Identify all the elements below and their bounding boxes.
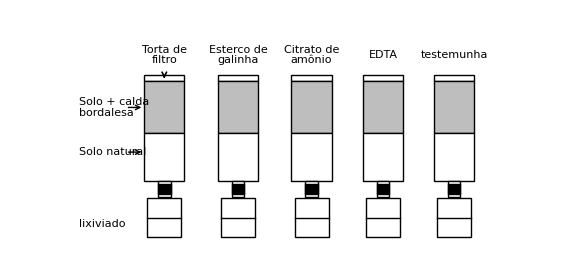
Bar — [221, 198, 255, 237]
Text: Solo + calda: Solo + calda — [79, 97, 149, 107]
Text: lixiviado: lixiviado — [79, 219, 125, 229]
Bar — [363, 81, 403, 133]
Bar — [448, 181, 461, 197]
Bar — [292, 75, 332, 81]
Bar — [292, 133, 332, 181]
Text: Citrato de: Citrato de — [284, 45, 339, 55]
Text: Esterco de: Esterco de — [209, 45, 268, 55]
Bar — [434, 81, 475, 133]
Bar — [144, 81, 184, 133]
Text: Torta de: Torta de — [142, 45, 187, 55]
Bar — [158, 181, 170, 197]
Bar — [305, 185, 318, 194]
Bar — [158, 185, 170, 194]
Bar — [147, 198, 181, 237]
Text: Solo natural: Solo natural — [79, 147, 146, 157]
Bar — [218, 81, 258, 133]
Bar — [294, 198, 329, 237]
Bar — [144, 75, 184, 81]
Bar — [144, 133, 184, 181]
Bar — [377, 185, 389, 194]
Bar — [305, 181, 318, 197]
Text: testemunha: testemunha — [420, 50, 488, 60]
Bar — [363, 75, 403, 81]
Bar — [366, 198, 400, 237]
Bar — [448, 185, 461, 194]
Bar — [218, 75, 258, 81]
Bar — [232, 181, 244, 197]
Text: filtro: filtro — [152, 55, 177, 66]
Bar — [232, 185, 244, 194]
Text: galinha: galinha — [217, 55, 259, 66]
Bar — [363, 133, 403, 181]
Text: EDTA: EDTA — [368, 50, 398, 60]
Bar — [437, 198, 471, 237]
Bar — [434, 75, 475, 81]
Text: amônio: amônio — [291, 55, 332, 66]
Bar — [218, 133, 258, 181]
Bar — [292, 81, 332, 133]
Bar — [377, 181, 389, 197]
Bar — [434, 133, 475, 181]
Text: bordalesa: bordalesa — [79, 108, 134, 118]
